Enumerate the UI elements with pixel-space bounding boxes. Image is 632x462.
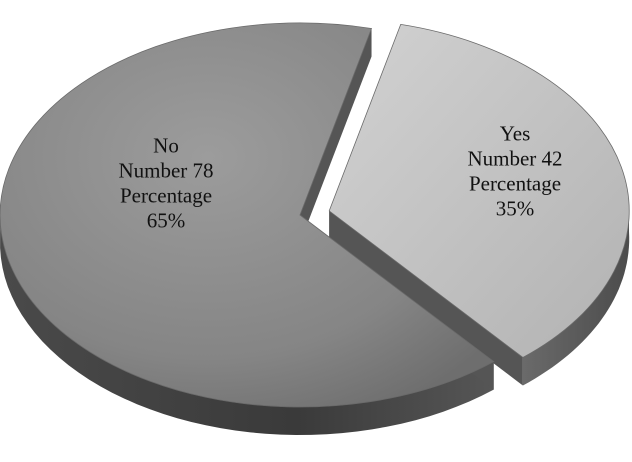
data-label-line: 65% xyxy=(147,209,186,233)
data-label-line: Percentage xyxy=(120,184,212,208)
data-label-line: Yes xyxy=(500,122,531,146)
pie-side-no xyxy=(0,210,494,435)
pie-labels: Yes Number 42 Percentage 35%No Number 78 Perc… xyxy=(118,122,562,233)
data-label-line: 35% xyxy=(496,197,535,221)
data-label-yes: Yes Number 42 Percentage 35% xyxy=(467,122,562,221)
pie-cut-no-1 xyxy=(300,28,372,244)
data-label-line: Percentage xyxy=(469,172,561,196)
pie-slice-yes xyxy=(328,23,630,358)
pie-side-yes xyxy=(522,203,630,386)
pie-slice-no xyxy=(0,22,495,408)
pie-top xyxy=(0,22,630,408)
data-label-line: Number 78 xyxy=(118,159,213,183)
data-label-line: Number 42 xyxy=(467,147,562,171)
data-label-no: No Number 78 Percentage 65% xyxy=(118,134,213,233)
pie-cut-yes-1 xyxy=(329,210,523,386)
data-label-line: No xyxy=(153,134,179,158)
